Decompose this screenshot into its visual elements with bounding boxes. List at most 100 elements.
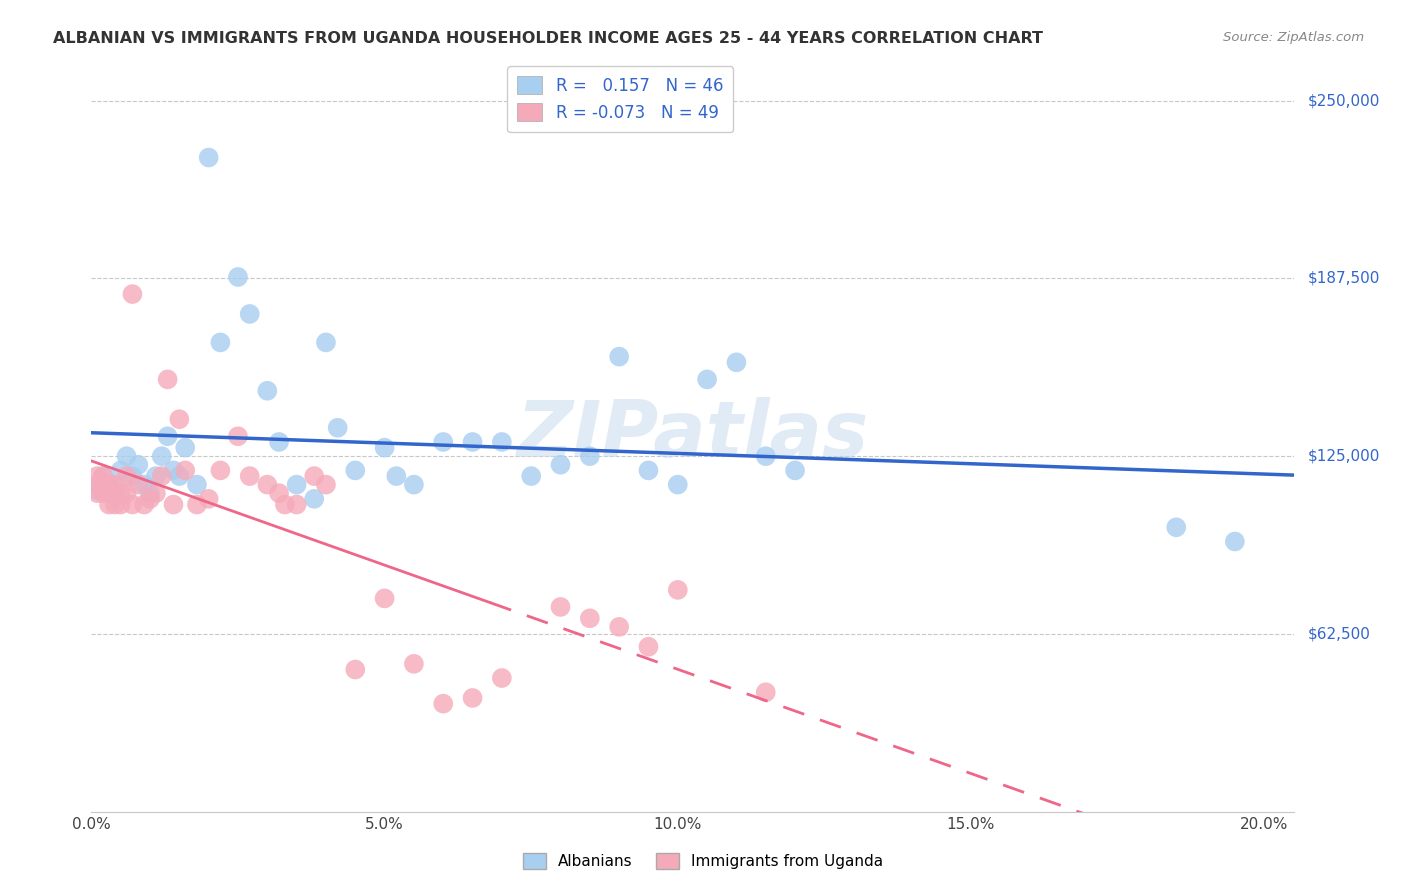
Point (121, 498, 143, 512)
Point (637, 640, 659, 654)
Point (607, 350, 630, 364)
Point (344, 463, 367, 477)
Point (91, 469, 114, 483)
Point (302, 491, 325, 506)
Point (162, 498, 184, 512)
Point (127, 458, 149, 472)
Point (432, 434, 454, 449)
Point (104, 498, 127, 512)
Point (145, 486, 167, 500)
Point (145, 469, 167, 483)
Point (267, 486, 290, 500)
Point (491, 671, 513, 685)
Legend: Albanians, Immigrants from Uganda: Albanians, Immigrants from Uganda (517, 847, 889, 875)
Point (104, 477, 127, 491)
Point (197, 491, 219, 506)
Point (150, 449, 173, 463)
Point (134, 477, 156, 491)
Point (579, 449, 602, 463)
Point (402, 477, 425, 491)
Point (385, 469, 408, 483)
Point (725, 355, 748, 369)
Point (783, 463, 806, 477)
Point (1223, 534, 1246, 549)
Point (98, 477, 121, 491)
Text: Source: ZipAtlas.com: Source: ZipAtlas.com (1223, 31, 1364, 45)
Point (226, 429, 249, 443)
Point (139, 491, 162, 506)
Point (267, 434, 290, 449)
Point (256, 477, 278, 491)
Point (755, 449, 778, 463)
Point (91, 469, 114, 483)
Point (315, 477, 337, 491)
Point (98, 486, 121, 500)
Point (121, 469, 143, 483)
Point (186, 498, 208, 512)
Point (550, 458, 572, 472)
Point (169, 412, 191, 426)
Point (239, 307, 262, 321)
Point (127, 477, 149, 491)
Point (209, 335, 232, 350)
Point (344, 663, 367, 677)
Point (696, 372, 718, 386)
Point (607, 620, 630, 634)
Legend: R =   0.157   N = 46, R = -0.073   N = 49: R = 0.157 N = 46, R = -0.073 N = 49 (508, 66, 734, 132)
Point (98, 498, 121, 512)
Point (86, 486, 108, 500)
Point (461, 434, 484, 449)
Text: $62,500: $62,500 (1308, 626, 1371, 641)
Point (139, 486, 162, 500)
Point (326, 421, 349, 435)
Point (110, 498, 132, 512)
Point (169, 469, 191, 483)
Point (197, 151, 219, 165)
Point (274, 498, 297, 512)
Point (86, 477, 108, 491)
Point (134, 498, 156, 512)
Point (285, 498, 308, 512)
Point (121, 287, 143, 301)
Point (209, 463, 232, 477)
Point (150, 469, 173, 483)
Text: $125,000: $125,000 (1308, 449, 1379, 464)
Point (1166, 520, 1188, 534)
Point (91, 477, 114, 491)
Point (239, 469, 262, 483)
Point (174, 441, 197, 455)
Point (86, 469, 108, 483)
Point (86, 483, 108, 498)
Point (432, 697, 454, 711)
Point (285, 477, 308, 491)
Point (91, 486, 114, 500)
Text: $250,000: $250,000 (1308, 93, 1379, 108)
Point (156, 372, 179, 386)
Point (374, 591, 396, 606)
Point (174, 463, 197, 477)
Point (374, 441, 396, 455)
Point (491, 434, 513, 449)
Point (315, 335, 337, 350)
Point (115, 469, 138, 483)
Point (302, 469, 325, 483)
Point (110, 486, 132, 500)
Text: ALBANIAN VS IMMIGRANTS FROM UGANDA HOUSEHOLDER INCOME AGES 25 - 44 YEARS CORRELA: ALBANIAN VS IMMIGRANTS FROM UGANDA HOUSE… (53, 31, 1043, 46)
Point (110, 463, 132, 477)
Point (98, 477, 121, 491)
Point (162, 463, 184, 477)
Point (226, 270, 249, 285)
Point (579, 611, 602, 625)
Text: $187,500: $187,500 (1308, 271, 1379, 286)
Point (666, 582, 689, 597)
Text: ZIPatlas: ZIPatlas (516, 397, 869, 473)
Point (755, 685, 778, 699)
Point (666, 477, 689, 491)
Point (550, 599, 572, 614)
Point (461, 690, 484, 705)
Point (115, 486, 138, 500)
Point (104, 486, 127, 500)
Point (520, 469, 543, 483)
Point (115, 449, 138, 463)
Point (637, 463, 659, 477)
